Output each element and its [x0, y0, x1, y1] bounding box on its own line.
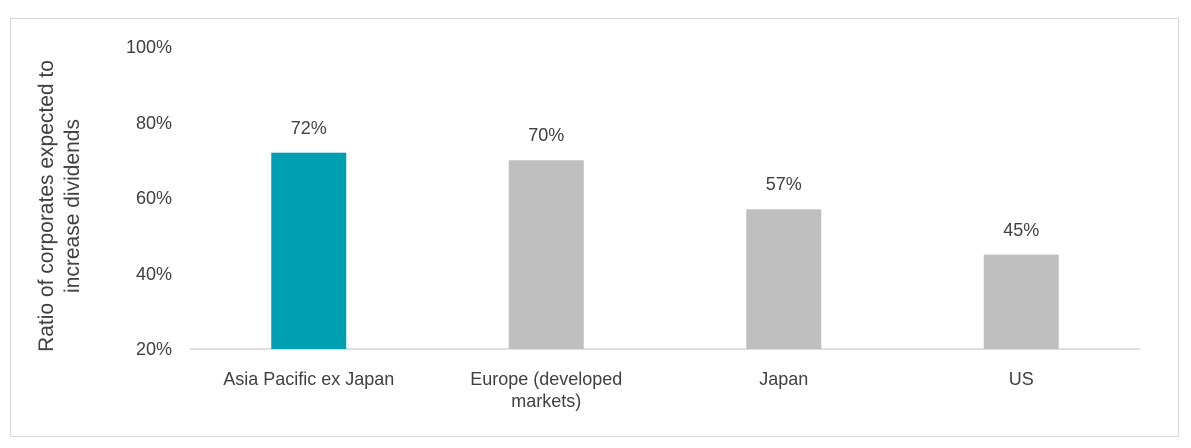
y-axis-label: Ratio of corporates expected to increase… [35, 60, 84, 352]
value-label: 72% [290, 117, 327, 138]
bar [508, 160, 584, 349]
bar [271, 152, 347, 349]
x-tick-label: Europe (developed markets) [470, 369, 623, 411]
chart-frame [10, 18, 1179, 437]
value-label: 57% [765, 174, 802, 195]
y-tick-label: 100% [125, 37, 172, 57]
bar [746, 209, 822, 349]
y-tick-label: 20% [135, 339, 172, 359]
x-tick-label: US [1008, 369, 1034, 389]
bar [983, 254, 1059, 349]
x-tick-label: Asia Pacific ex Japan [223, 369, 395, 389]
y-tick-label: 40% [135, 263, 172, 284]
x-tick-label: Japan [759, 369, 809, 389]
y-tick-label: 60% [135, 188, 172, 208]
y-tick-label: 80% [135, 112, 172, 133]
value-label: 70% [528, 125, 565, 146]
value-label: 45% [1003, 219, 1040, 240]
